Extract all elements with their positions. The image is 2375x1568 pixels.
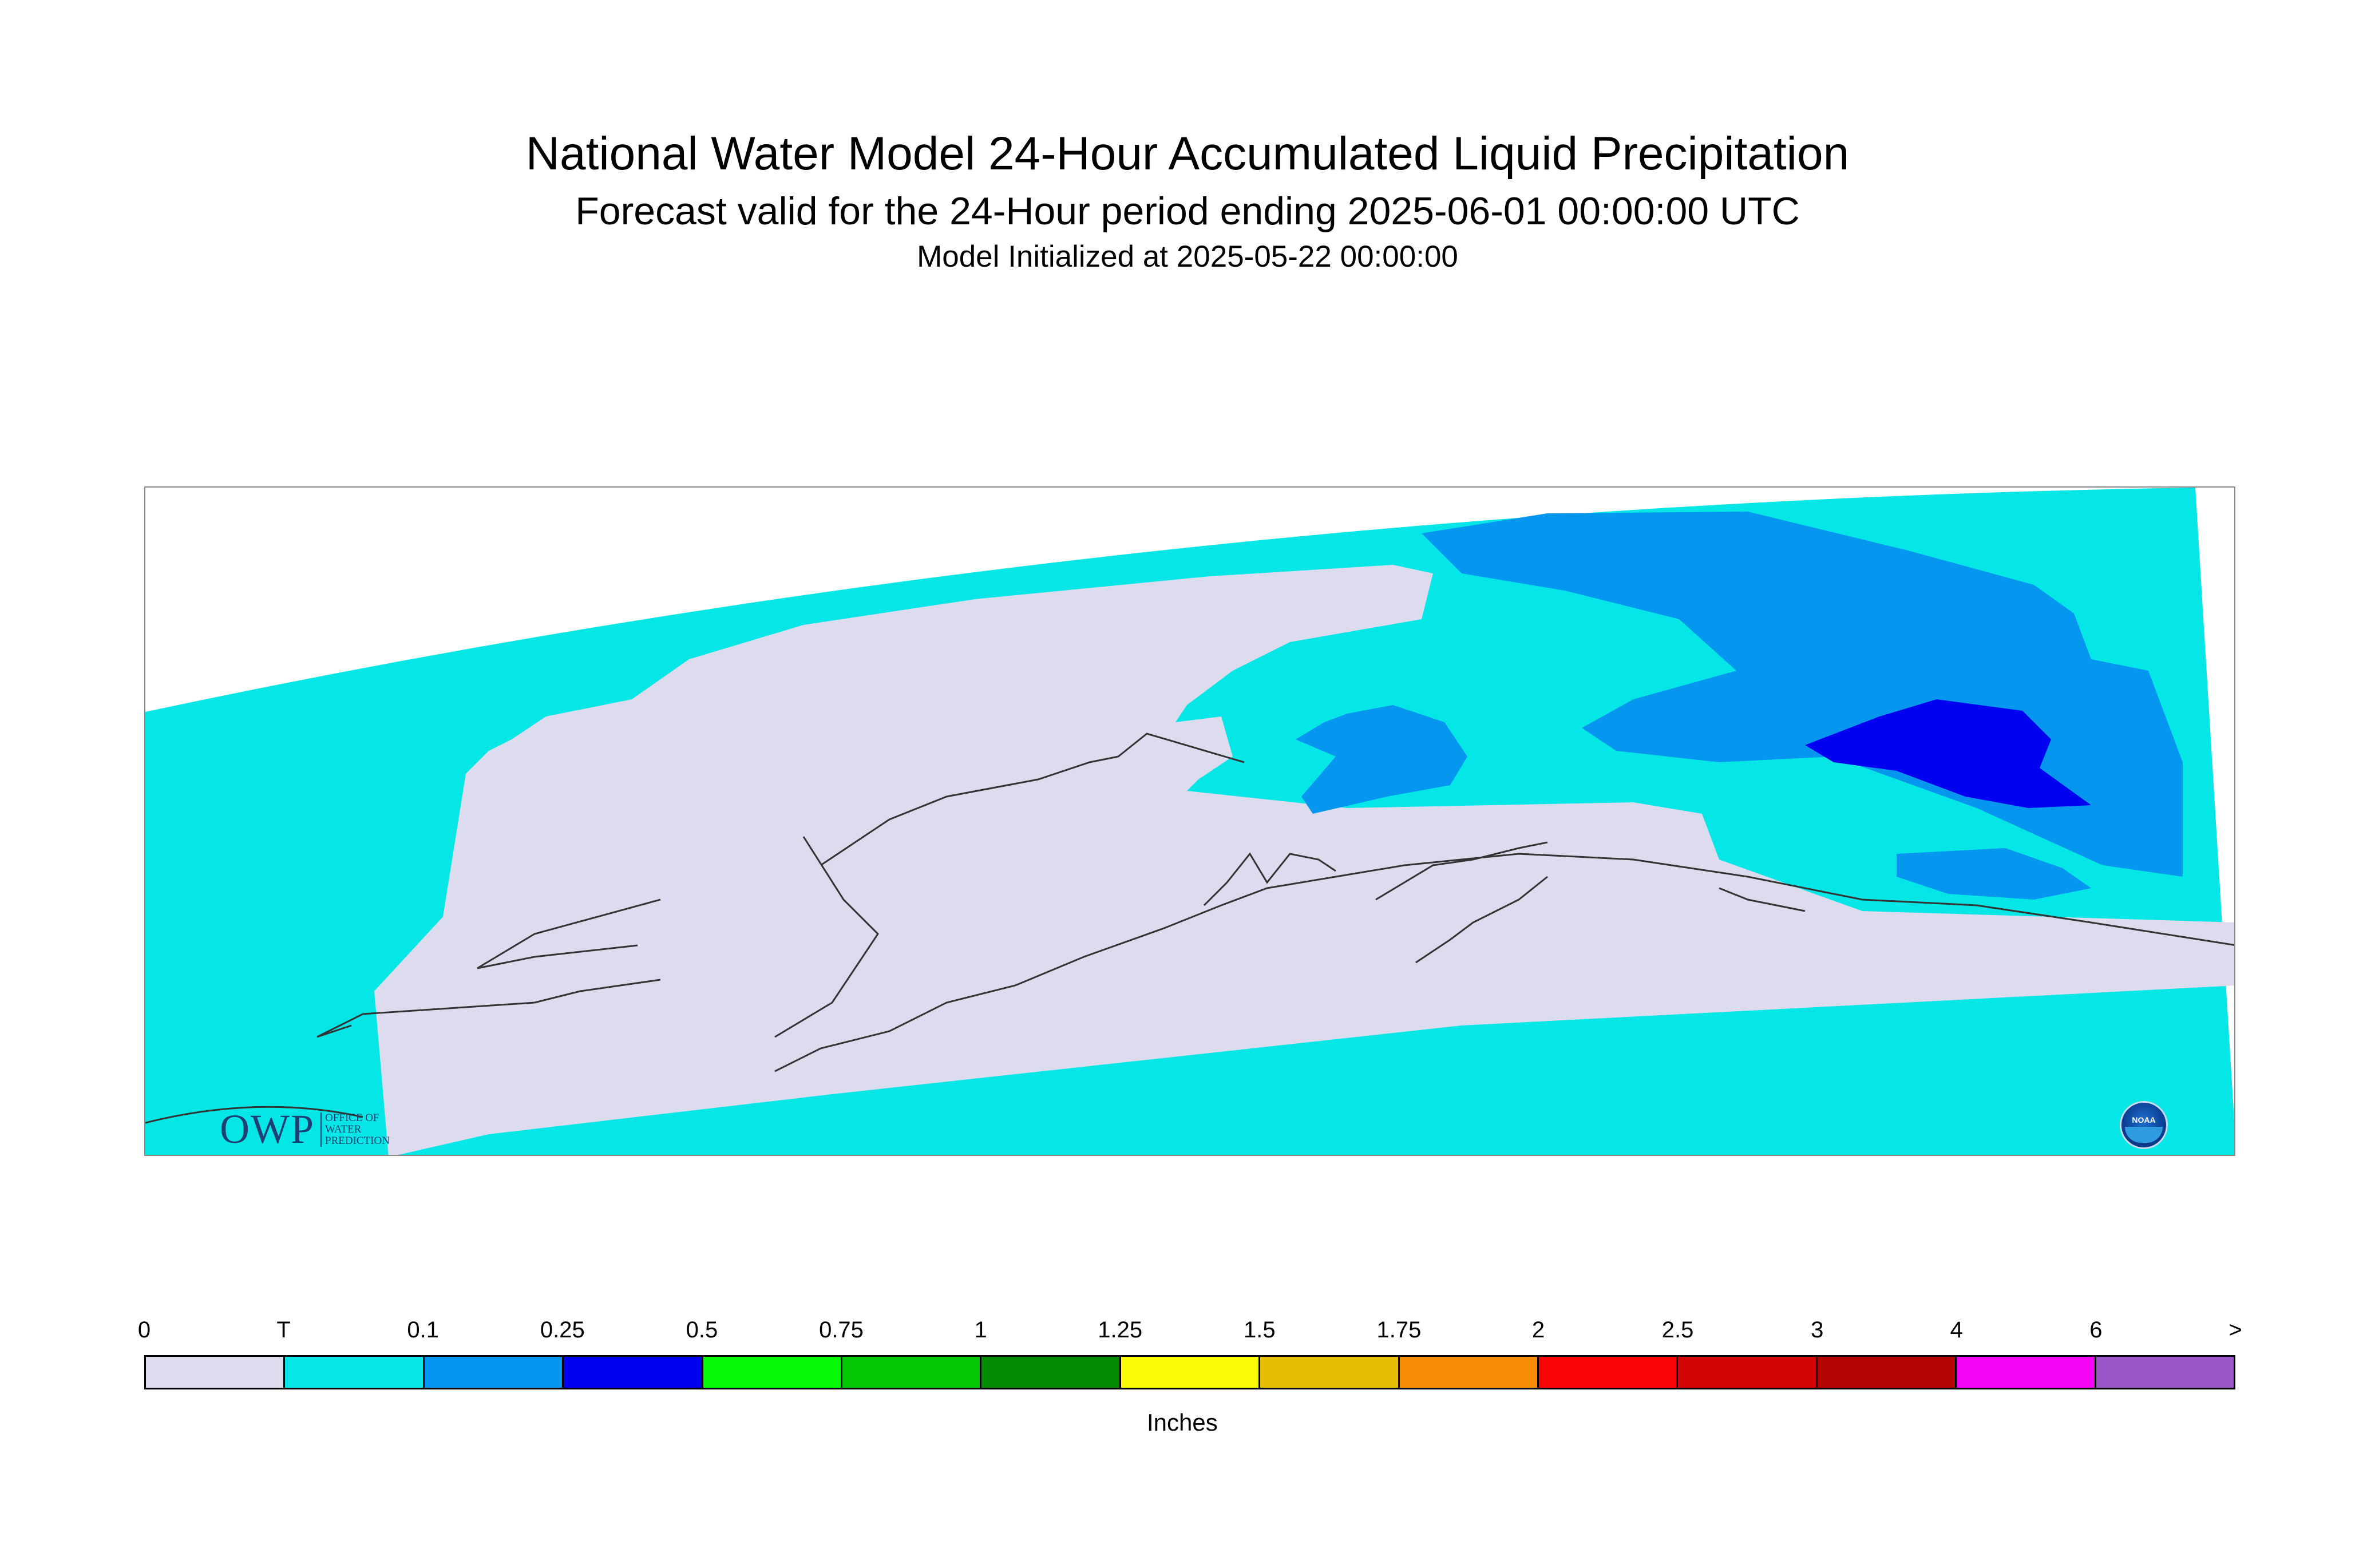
legend-unit-label: Inches (1147, 1409, 1218, 1436)
precipitation-map: OWP OFFICE OF WATER PREDICTION NOAA (144, 486, 2235, 1156)
legend-swatch (1957, 1357, 2096, 1388)
legend-swatch (1260, 1357, 1400, 1388)
legend-swatch (424, 1357, 564, 1388)
map-canvas (145, 488, 2234, 1155)
model-init-line: Model Initialized at 2025-05-22 00:00:00 (917, 240, 1458, 274)
precip-0p25-area (1805, 699, 2091, 808)
legend-swatch (1678, 1357, 1818, 1388)
owp-logo-line: WATER (325, 1123, 362, 1135)
legend-swatch (1121, 1357, 1261, 1388)
legend-tick-label: 1.75 (1376, 1317, 1422, 1343)
owp-logo: OWP OFFICE OF WATER PREDICTION (220, 1106, 390, 1153)
zero-precip-area (374, 565, 2234, 1155)
map-title: National Water Model 24-Hour Accumulated… (525, 128, 1850, 180)
legend-tick-label: 3 (1811, 1317, 1824, 1343)
legend-swatch (146, 1357, 286, 1388)
legend-tick-label: 1.5 (1243, 1317, 1276, 1343)
legend-swatch (981, 1357, 1121, 1388)
noaa-logo-text: NOAA (2132, 1115, 2156, 1124)
owp-logo-letters: OWP (220, 1106, 315, 1152)
coastline (145, 732, 2234, 1124)
legend-swatch (1539, 1357, 1679, 1388)
noaa-logo: NOAA (2120, 1101, 2168, 1149)
precip-0p1-area-south (1897, 848, 2091, 900)
legend-tick-label: 6 (2089, 1317, 2103, 1343)
legend-tick-label: 0.25 (540, 1317, 585, 1343)
owp-logo-subtext: OFFICE OF WATER PREDICTION (320, 1112, 390, 1147)
legend-tick-label: 0.75 (819, 1317, 864, 1343)
legend-tick-label: 0.1 (407, 1317, 439, 1343)
legend-swatch (564, 1357, 703, 1388)
noaa-logo-wave (2125, 1127, 2163, 1143)
legend-tick-label: 1 (974, 1317, 987, 1343)
owp-logo-line: OFFICE OF (325, 1111, 379, 1124)
legend-swatch (703, 1357, 843, 1388)
legend-tick-label: > (2228, 1317, 2242, 1343)
legend-swatch (1817, 1357, 1957, 1388)
legend-swatch (285, 1357, 425, 1388)
legend-tick-label: 0.5 (686, 1317, 718, 1343)
legend-tick-label: 1.25 (1098, 1317, 1143, 1343)
legend-tick-label: 4 (1950, 1317, 1963, 1343)
legend-swatch (1399, 1357, 1539, 1388)
owp-logo-line: PREDICTION (325, 1134, 390, 1147)
legend-tick-labels: 0 T 0.1 0.25 0.5 0.75 1 1.25 1.5 1.75 2 2.5 3 4 6 > (138, 1317, 2242, 1352)
legend-swatch (842, 1357, 982, 1388)
legend-swatch (2096, 1357, 2234, 1388)
legend-tick-label: 2 (1531, 1317, 1545, 1343)
legend-tick-label: T (276, 1317, 291, 1343)
legend-tick-label: 2.5 (1661, 1317, 1694, 1343)
legend-tick-label: 0 (137, 1317, 151, 1343)
precip-0p1-area-west (1296, 705, 1467, 814)
map-subtitle: Forecast valid for the 24-Hour period en… (575, 189, 1800, 233)
legend-color-bar (144, 1355, 2235, 1389)
